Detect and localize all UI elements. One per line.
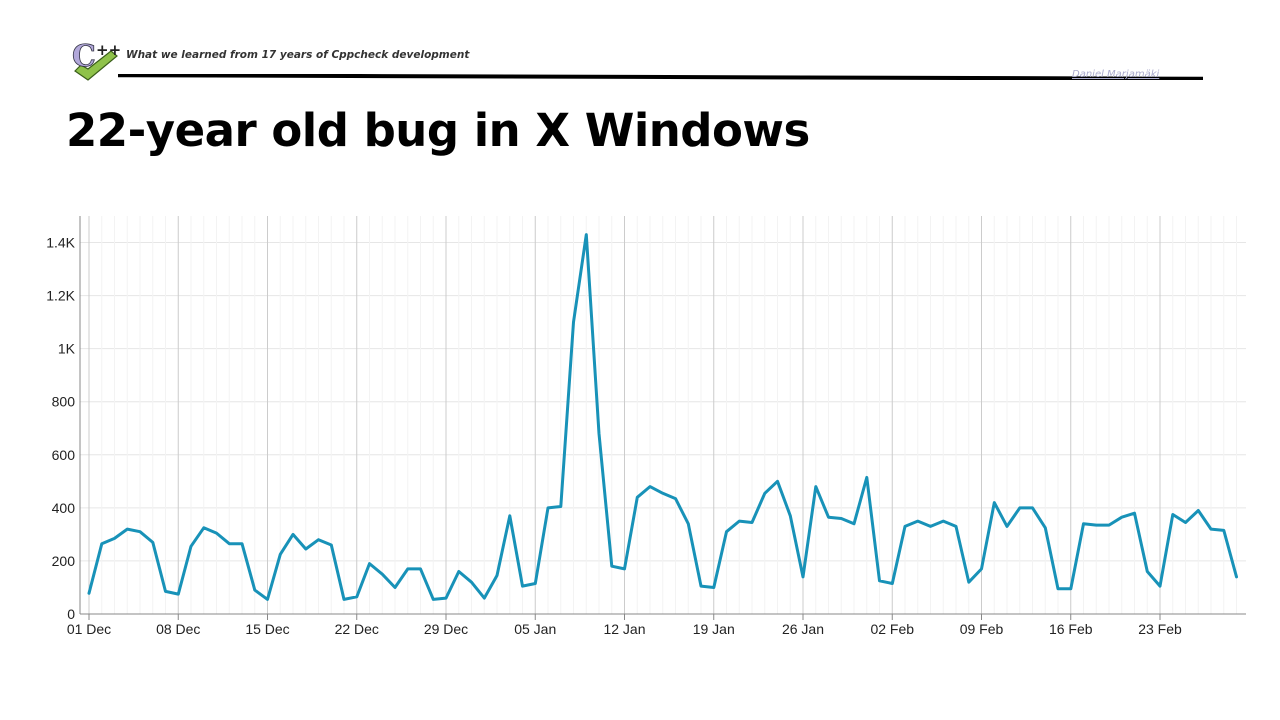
x-tick-label: 29 Dec [424,621,468,637]
author-name: Daniel Marjamäki [1072,69,1160,80]
x-tick-label: 15 Dec [245,621,289,637]
y-tick-label: 1.4K [46,235,75,251]
y-tick-label: 1K [58,341,76,357]
svg-text:++: ++ [96,41,121,59]
x-tick-label: 19 Jan [693,621,735,637]
chart-axes [79,216,1246,620]
x-tick-label: 26 Jan [782,621,824,637]
x-tick-label: 12 Jan [603,621,645,637]
x-tick-label: 05 Jan [514,621,556,637]
header-divider [118,74,1203,80]
y-tick-label: 200 [52,553,76,569]
x-tick-label: 23 Feb [1138,621,1182,637]
svg-text:C: C [72,39,96,74]
slide-title: 22-year old bug in X Windows [66,104,810,157]
line-chart: 0 200 400 600 800 1K 1.2K 1.4K 01 Dec 08 Dec 15 De… [46,216,1246,637]
y-tick-label: 800 [52,394,76,410]
x-tick-label: 08 Dec [156,621,200,637]
x-tick-label: 02 Feb [870,621,914,637]
chart-grid [80,216,1246,614]
y-tick-label: 0 [67,606,75,622]
series-line [87,233,1238,601]
presentation-title: What we learned from 17 years of Cppchec… [126,49,470,61]
x-tick-label: 16 Feb [1049,621,1093,637]
chart-tick-labels: 0 200 400 600 800 1K 1.2K 1.4K 01 Dec 08 Dec 15 De… [46,235,1182,637]
y-tick-label: 400 [52,500,76,516]
chart-series [87,233,1238,601]
cpp-check-logo-icon: C ++ [72,39,121,81]
x-tick-label: 09 Feb [960,621,1004,637]
y-tick-label: 600 [52,447,76,463]
x-tick-label: 01 Dec [67,621,111,637]
y-tick-label: 1.2K [46,288,75,304]
x-tick-label: 22 Dec [335,621,379,637]
